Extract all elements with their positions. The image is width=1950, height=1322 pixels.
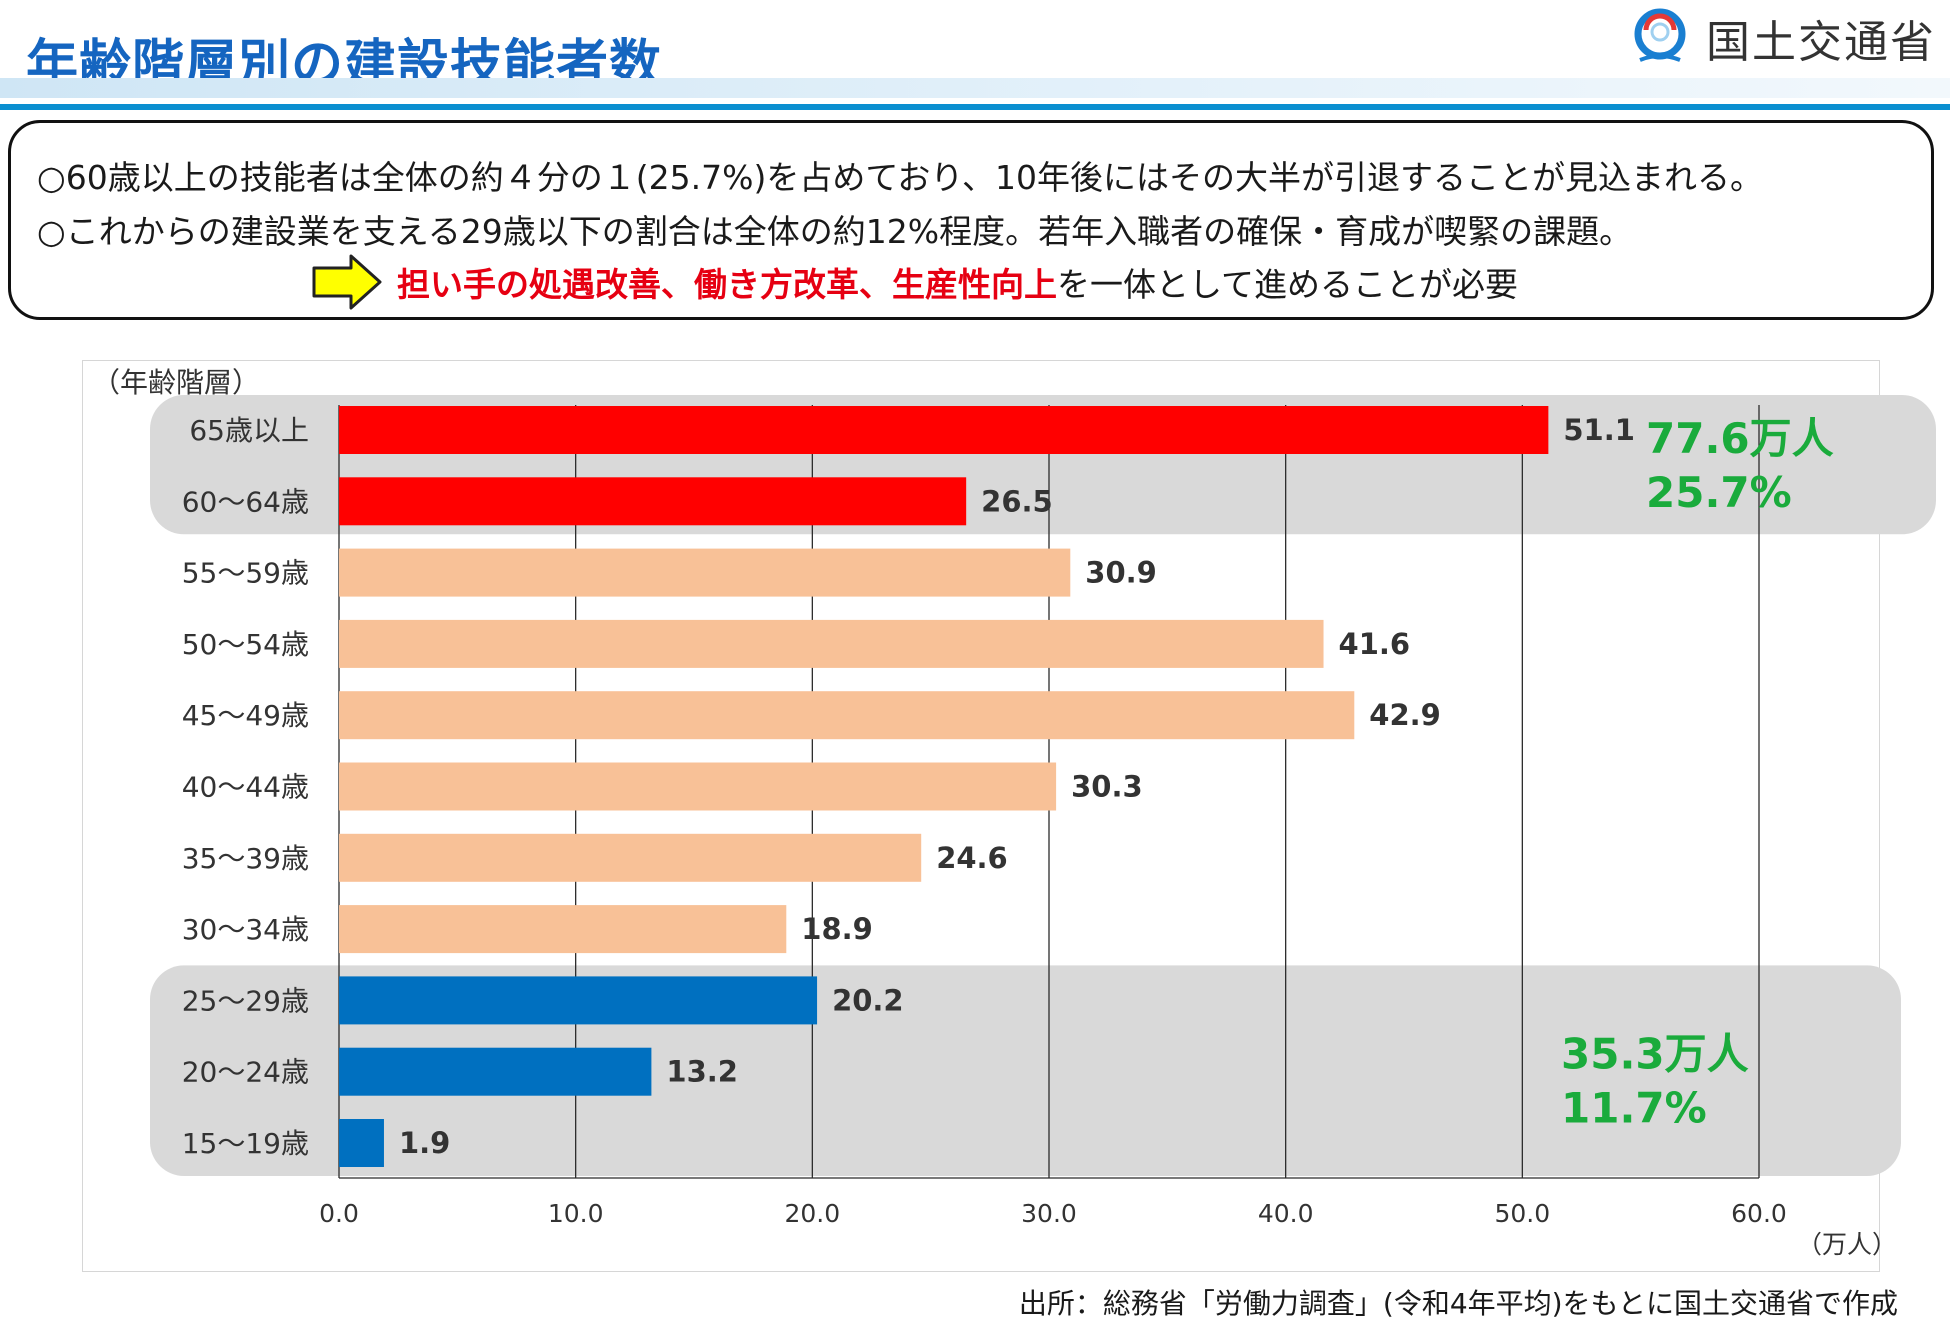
bar — [339, 833, 922, 882]
category-label: 45～49歳 — [182, 699, 309, 732]
summary-box: ○60歳以上の技能者は全体の約４分の１(25.7%)を占めており、10年後にはそ… — [8, 120, 1934, 320]
summary-line-3-rest: を一体として進めることが必要 — [1057, 265, 1519, 304]
category-label: 40～44歳 — [182, 771, 309, 804]
bar — [339, 762, 1057, 811]
category-label: 50～54歳 — [182, 628, 309, 661]
title-band — [0, 78, 1950, 98]
summary-line-1: ○60歳以上の技能者は全体の約４分の１(25.7%)を占めており、10年後にはそ… — [37, 158, 1764, 197]
value-label: 51.1 — [1563, 413, 1635, 447]
value-label: 20.2 — [832, 983, 904, 1017]
category-label: 55～59歳 — [182, 557, 309, 590]
category-label: 35～39歳 — [182, 842, 309, 875]
x-tick-label: 50.0 — [1494, 1199, 1550, 1228]
value-label: 30.9 — [1085, 556, 1157, 590]
x-axis-unit-label: （万人） — [1797, 1230, 1897, 1259]
bar — [339, 619, 1324, 668]
x-tick-label: 20.0 — [784, 1199, 840, 1228]
bar — [339, 1047, 652, 1096]
x-tick-label: 30.0 — [1021, 1199, 1077, 1228]
category-label: 20～24歳 — [182, 1056, 309, 1089]
title-underline — [0, 104, 1950, 110]
bar — [339, 477, 967, 526]
summary-line-2: ○これからの建設業を支える29歳以下の割合は全体の約12%程度。若年入職者の確保… — [37, 212, 1633, 251]
group-share-label-senior: 25.7% — [1646, 468, 1792, 517]
bar — [339, 905, 787, 954]
x-tick-label: 60.0 — [1731, 1199, 1787, 1228]
y-axis-label: （年齢階層） — [92, 366, 260, 399]
value-label: 1.9 — [399, 1126, 450, 1160]
value-label: 41.6 — [1339, 627, 1411, 661]
category-label: 15～19歳 — [182, 1127, 309, 1160]
group-total-label-senior: 77.6万人 — [1646, 414, 1834, 463]
right-arrow-icon — [312, 254, 382, 310]
bar — [339, 1119, 384, 1167]
bar — [339, 548, 1071, 597]
value-label: 18.9 — [801, 912, 873, 946]
summary-emphasis: 担い手の処遇改善、働き方改革、生産性向上 — [397, 265, 1057, 304]
x-tick-label: 0.0 — [319, 1199, 359, 1228]
category-label: 60～64歳 — [182, 485, 309, 518]
bar — [339, 976, 818, 1025]
category-label: 25～29歳 — [182, 984, 309, 1017]
bar — [339, 691, 1355, 740]
ministry-logo: 国土交通省 — [1630, 8, 1940, 68]
source-note: 出所：総務省「労働力調査」(令和4年平均)をもとに国土交通省で作成 — [1018, 1287, 1898, 1320]
category-label: 30～34歳 — [182, 913, 309, 946]
category-label: 65歳以上 — [189, 414, 309, 447]
chart-frame — [82, 360, 1880, 1272]
x-tick-label: 40.0 — [1258, 1199, 1314, 1228]
value-label: 13.2 — [666, 1055, 738, 1089]
x-tick-label: 10.0 — [548, 1199, 604, 1228]
value-label: 26.5 — [981, 484, 1053, 518]
summary-line-3: 担い手の処遇改善、働き方改革、生産性向上 を一体として進めることが必要 — [311, 253, 1518, 311]
value-label: 24.6 — [936, 841, 1008, 875]
bar — [339, 406, 1549, 454]
value-label: 42.9 — [1369, 698, 1441, 732]
group-total-label-young: 35.3万人 — [1561, 1029, 1749, 1078]
mlit-emblem-icon — [1634, 8, 1686, 62]
logo-text: 国土交通省 — [1706, 17, 1936, 68]
group-share-label-young: 11.7% — [1561, 1083, 1707, 1132]
value-label: 30.3 — [1071, 770, 1143, 804]
